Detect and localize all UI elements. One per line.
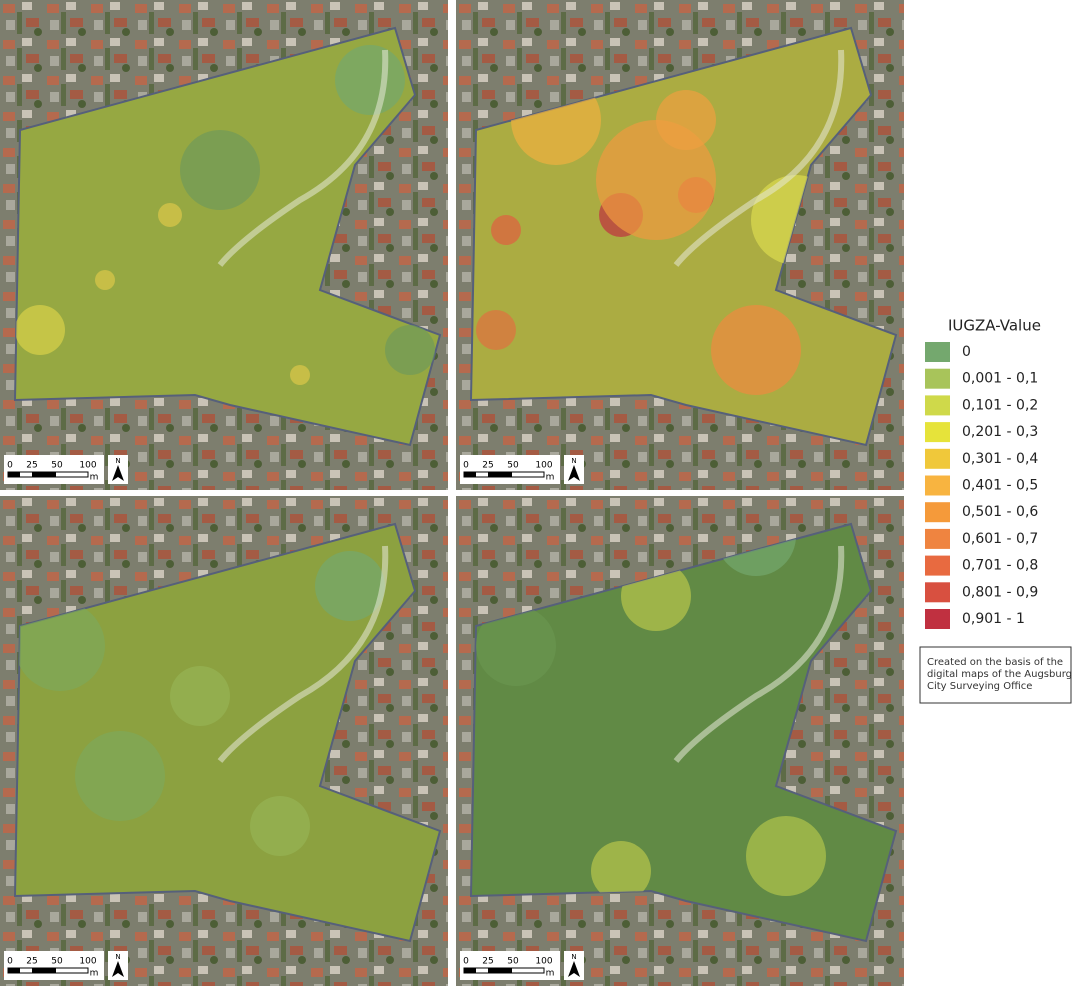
scale-box (460, 455, 560, 484)
legend-label: 0,401 - 0,5 (962, 478, 1038, 494)
scale-label: 0 (7, 461, 13, 471)
legend-swatch (925, 448, 950, 469)
north-label: N (571, 457, 576, 465)
legend-swatch (925, 555, 950, 576)
legend-label: 0,601 - 0,7 (962, 531, 1038, 547)
legend-label: 0,001 - 0,1 (962, 371, 1038, 387)
scale-bar-fill (8, 968, 20, 973)
hotspot (656, 90, 716, 150)
hotspot (746, 816, 826, 896)
hotspot (95, 270, 115, 290)
scale-bar-fill (488, 968, 512, 973)
hotspot (180, 130, 260, 210)
path-curve (217, 49, 389, 267)
legend-swatch (925, 422, 950, 443)
hotspot (75, 731, 165, 821)
hotspots (15, 551, 385, 856)
legend-label: 0,801 - 0,9 (962, 584, 1038, 600)
iugza-overlay (13, 522, 442, 943)
scale-label: 100 (535, 957, 552, 967)
scale-bar-fill (488, 472, 512, 477)
scale-label: 100 (535, 461, 552, 471)
scale-label: 0 (7, 957, 13, 967)
legend-swatch (925, 395, 950, 416)
legend-label: 0,501 - 0,6 (962, 504, 1038, 520)
legend-swatch (925, 475, 950, 496)
legend-label: 0,701 - 0,8 (962, 558, 1038, 574)
legend-swatch (925, 609, 950, 629)
scale-box (4, 951, 104, 980)
hotspot (591, 841, 651, 901)
hotspot (15, 601, 105, 691)
legend-label: 0,301 - 0,4 (962, 451, 1038, 467)
scale-bar-fill (32, 472, 56, 477)
scale-box (460, 951, 560, 980)
scale-label: 100 (79, 957, 96, 967)
legend-swatch (925, 582, 950, 603)
iugza-overlay (13, 26, 442, 447)
legend-label: 0,101 - 0,2 (962, 397, 1038, 413)
north-arrow (112, 961, 124, 977)
hotspots (15, 45, 435, 385)
hotspot (476, 310, 516, 350)
legend-swatch (925, 342, 950, 362)
hotspot (158, 203, 182, 227)
scale-box (4, 455, 104, 484)
legend-label: 0 (962, 344, 971, 360)
scale-label: 25 (26, 461, 37, 471)
hotspot (15, 305, 65, 355)
north-arrow (568, 465, 580, 481)
scale-unit: m (90, 969, 99, 979)
scale-label: 50 (507, 957, 519, 967)
scale-bar-fill (464, 968, 476, 973)
scale-label: 50 (507, 461, 519, 471)
hotspot (711, 305, 801, 395)
north-arrow (568, 961, 580, 977)
scale-label: 25 (482, 461, 493, 471)
credit-text: City Surveying Office (927, 681, 1032, 692)
hotspot (315, 551, 385, 621)
legend-label: 0,901 - 1 (962, 611, 1025, 627)
hotspot (491, 215, 521, 245)
scale-label: 50 (51, 461, 63, 471)
scale-unit: m (546, 473, 555, 483)
north-arrow (112, 465, 124, 481)
scale-label: 0 (463, 461, 469, 471)
map-panel: 0 25 50 100 m N (456, 496, 904, 986)
north-label: N (115, 457, 120, 465)
credit-text: digital maps of the Augsburg (927, 669, 1072, 680)
legend-label: 0,201 - 0,3 (962, 424, 1038, 440)
hotspot (476, 606, 556, 686)
legend-swatch (925, 368, 950, 389)
scale-bar-fill (464, 472, 476, 477)
hotspot (250, 796, 310, 856)
hotspot (385, 325, 435, 375)
hotspot (335, 45, 405, 115)
path-curve (673, 545, 845, 763)
legend-swatch (925, 502, 950, 523)
map-panel: 0 25 50 100 m N (0, 0, 448, 490)
north-label: N (115, 953, 120, 961)
legend-swatch (925, 528, 950, 549)
scale-label: 25 (26, 957, 37, 967)
scale-bar-fill (8, 472, 20, 477)
path-curve (673, 49, 845, 267)
scale-label: 50 (51, 957, 63, 967)
scale-unit: m (90, 473, 99, 483)
scale-label: 0 (463, 957, 469, 967)
credit-text: Created on the basis of the (927, 657, 1063, 668)
path-curve (217, 545, 389, 763)
north-label: N (571, 953, 576, 961)
hotspot (290, 365, 310, 385)
map-panel: 0 25 50 100 m N (456, 0, 904, 490)
map-panel: 0 25 50 100 m N (0, 496, 448, 986)
scale-bar-fill (32, 968, 56, 973)
legend-title: IUGZA-Value (948, 317, 1041, 335)
scale-label: 25 (482, 957, 493, 967)
credit-box (919, 646, 1072, 704)
scale-unit: m (546, 969, 555, 979)
hotspot (170, 666, 230, 726)
scale-label: 100 (79, 461, 96, 471)
